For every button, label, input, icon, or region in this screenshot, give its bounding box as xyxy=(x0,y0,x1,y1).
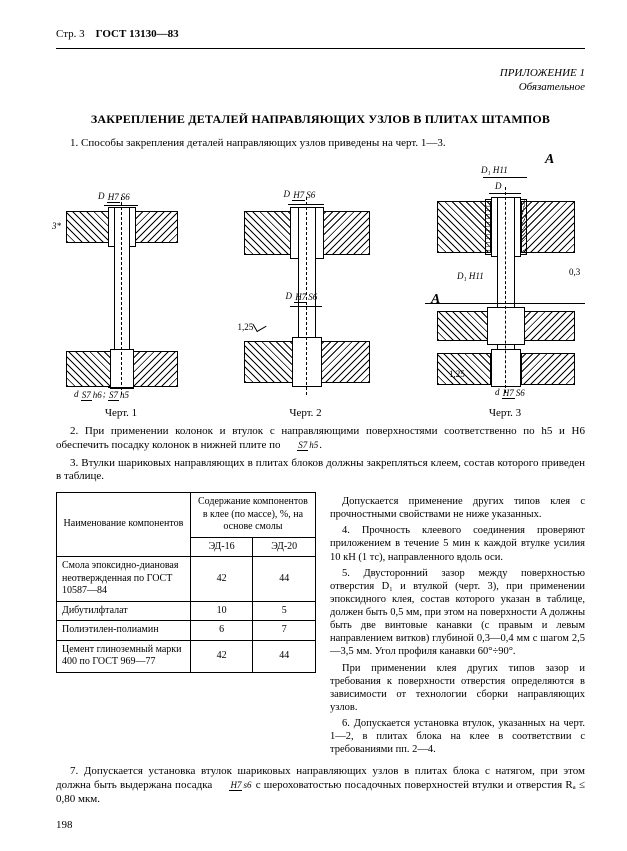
fig3-dim-d: D xyxy=(495,181,502,192)
fig3-caption: Черт. 3 xyxy=(489,407,521,421)
para-3: 3. Втулки шариковых направляющих в плита… xyxy=(56,457,585,485)
fig1-dim-bottom: d S7h6; S7h5 xyxy=(74,389,130,400)
right-p3: 5. Двусторонний зазор между поверхностью… xyxy=(330,567,585,659)
th-c2: ЭД-20 xyxy=(253,537,316,557)
appendix-kind: Обязательное xyxy=(56,81,585,95)
fig1-dim-top: D H7S6 xyxy=(98,191,131,202)
figure-1: D H7S6 3* d S7h6; S7h5 Черт. 1 xyxy=(56,171,186,421)
appendix-number: ПРИЛОЖЕНИЕ 1 xyxy=(56,67,585,81)
figure-2: D H7S6 D H7S6 1,25 Черт. 2 xyxy=(236,171,376,421)
fig3-rough-bottom: 1,25 xyxy=(449,369,465,380)
fig1-dim-side: 3* xyxy=(52,221,61,232)
fig2-roughness: 1,25 xyxy=(238,321,266,333)
appendix-block: ПРИЛОЖЕНИЕ 1 Обязательное xyxy=(56,67,585,95)
fig2-dim-top: D H7S6 xyxy=(284,189,317,200)
fig3-dim-d1-top: D₁ H11 xyxy=(481,165,508,176)
figure-3: A A D₁ H11 D xyxy=(425,151,585,421)
fig3-section-a-top: A xyxy=(545,151,554,169)
fig2-caption: Черт. 2 xyxy=(289,407,321,421)
table-row: Смола эпоксидно-диановая неотвержденная … xyxy=(57,557,316,602)
figure-row: D H7S6 3* d S7h6; S7h5 Черт. 1 xyxy=(56,161,585,421)
page-label: Стр. 3 xyxy=(56,28,85,40)
fig2-dim-mid: D H7S6 xyxy=(286,291,319,302)
right-p5: 6. Допускается установка втулок, указанн… xyxy=(330,717,585,756)
fig3-dim-bottom: d H7S6 xyxy=(495,387,526,398)
right-p4: При применении клея других типов зазор и… xyxy=(330,662,585,715)
table-row: Цемент глиноземный марки 400 по ГОСТ 969… xyxy=(57,640,316,672)
table-row: Дибутилфталат 10 5 xyxy=(57,601,316,621)
header-rule xyxy=(56,48,585,49)
standard-code: ГОСТ 13130—83 xyxy=(96,28,179,40)
para-1: 1. Способы закрепления деталей направляю… xyxy=(56,137,585,151)
table-row: Полиэтилен-полиамин 6 7 xyxy=(57,621,316,641)
th-group: Содержание компонентов в клее (по массе)… xyxy=(190,493,315,538)
fig3-dim-d1-mid: D₁ H11 xyxy=(457,271,484,282)
section-title: ЗАКРЕПЛЕНИЕ ДЕТАЛЕЙ НАПРАВЛЯЮЩИХ УЗЛОВ В… xyxy=(56,112,585,127)
fig3-rough-side: 0,3 xyxy=(569,267,580,278)
fig1-caption: Черт. 1 xyxy=(105,407,137,421)
right-p1: Допускается применение других типов клея… xyxy=(330,495,585,521)
right-text-column: Допускается применение других типов клея… xyxy=(330,492,585,759)
fig3-section-a-mid: A xyxy=(431,291,440,309)
page-number: 198 xyxy=(56,819,73,833)
th-name: Наименование компонентов xyxy=(57,493,191,557)
para-2: 2. При применении колонок и втулок с нап… xyxy=(56,425,585,453)
components-table: Наименование компонентов Содержание комп… xyxy=(56,492,316,673)
right-p2: 4. Прочность клеевого соединения проверя… xyxy=(330,524,585,563)
page-header: Стр. 3 ГОСТ 13130—83 xyxy=(56,28,585,42)
para-7: 7. Допускается установка втулок шариковы… xyxy=(56,765,585,806)
table-and-text: Наименование компонентов Содержание комп… xyxy=(56,492,585,759)
th-c1: ЭД-16 xyxy=(190,537,253,557)
